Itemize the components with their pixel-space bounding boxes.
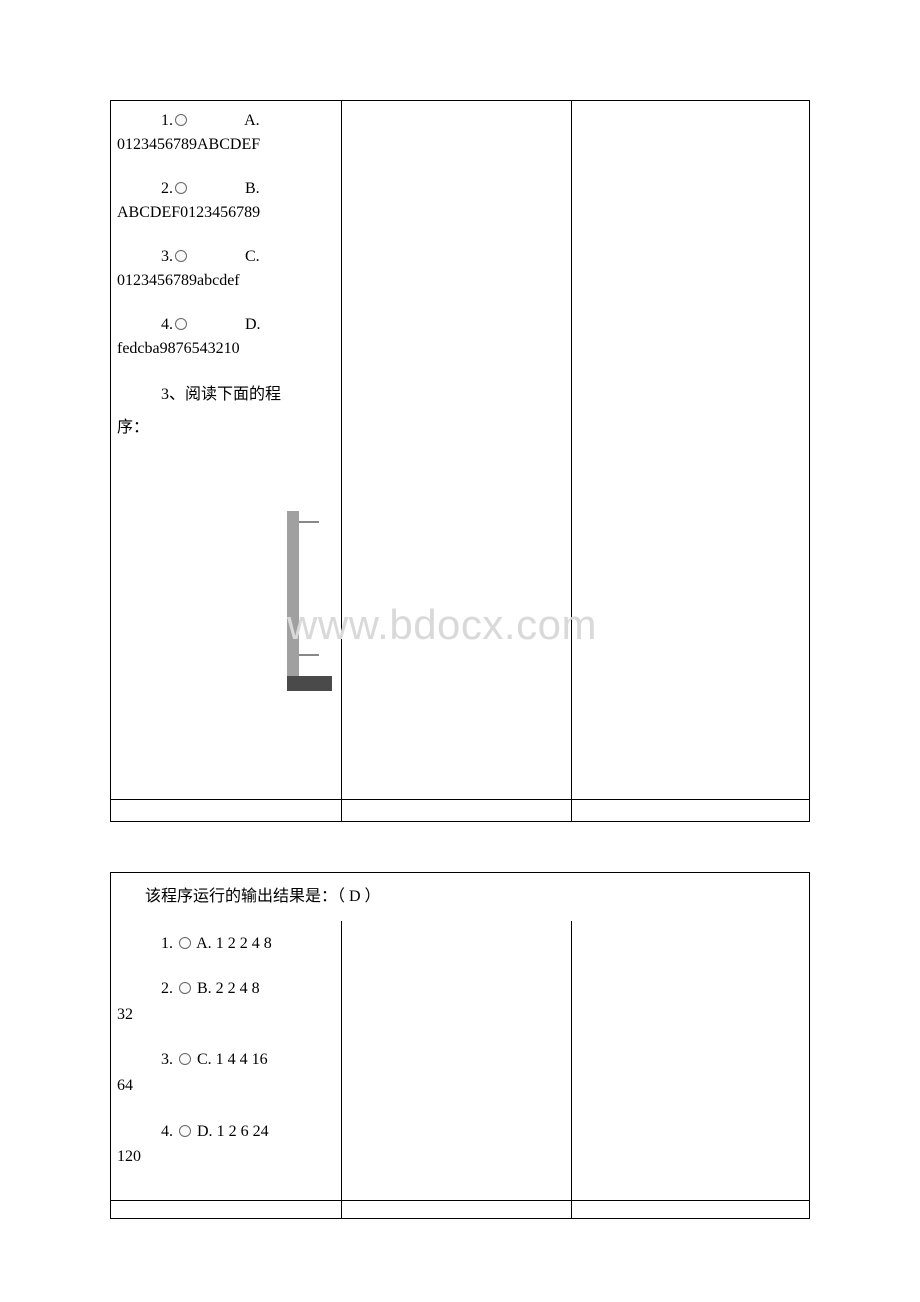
table2-cell-mid bbox=[341, 921, 572, 1201]
graphic-vertical-bar bbox=[287, 511, 299, 676]
option-value: ABCDEF0123456789 bbox=[117, 201, 335, 225]
table1-cell-mid bbox=[341, 101, 572, 800]
option-continuation: 64 bbox=[117, 1073, 335, 1099]
table2-row-result: 该程序运行的输出结果是：（ D ） bbox=[111, 873, 810, 921]
option-value: fedcba9876543210 bbox=[117, 337, 335, 361]
table2-cell-right bbox=[572, 921, 810, 1201]
option-letter-value: A. 1 2 2 4 8 bbox=[196, 935, 272, 952]
option-number: 4. bbox=[117, 313, 173, 337]
radio-icon[interactable] bbox=[179, 1053, 191, 1065]
option-number: 1. bbox=[117, 109, 173, 133]
radio-icon[interactable] bbox=[175, 318, 187, 330]
option-number: 3. bbox=[161, 1051, 173, 1068]
option-letter-value: B. 2 2 4 8 bbox=[197, 980, 260, 997]
option-letter-value: D. 1 2 6 24 bbox=[197, 1123, 269, 1140]
question3-line2: 序： bbox=[117, 414, 335, 441]
option-number: 1. bbox=[161, 935, 173, 952]
table1-row-content: 1. A. 0123456789ABCDEF 2. B. ABCDEF01234… bbox=[111, 101, 810, 800]
code-graphic-area: www.bdocx.com bbox=[117, 511, 335, 791]
question3-line1: 3、阅读下面的程 bbox=[117, 381, 335, 408]
table2-cell-options: 1. A. 1 2 2 4 8 2. B. 2 2 4 8 32 3. C. 1… bbox=[111, 921, 342, 1201]
option-block: 3. C. 1 4 4 16 64 bbox=[117, 1047, 335, 1098]
question-table-2: 该程序运行的输出结果是：（ D ） 1. A. 1 2 2 4 8 2. B. … bbox=[110, 872, 810, 1218]
table2-row-empty bbox=[111, 1200, 810, 1218]
option-letter: C. bbox=[189, 245, 260, 269]
option-value: 0123456789ABCDEF bbox=[117, 133, 335, 157]
radio-icon[interactable] bbox=[175, 114, 187, 126]
graphic-black-bar bbox=[287, 676, 332, 691]
question-table-1: 1. A. 0123456789ABCDEF 2. B. ABCDEF01234… bbox=[110, 100, 810, 822]
result-cell: 该程序运行的输出结果是：（ D ） bbox=[111, 873, 810, 921]
option-block: 2. B. ABCDEF0123456789 bbox=[117, 177, 335, 225]
table2-empty-cell bbox=[341, 1200, 572, 1218]
option-letter: D. bbox=[189, 313, 261, 337]
option-letter: A. bbox=[189, 109, 260, 133]
option-number: 4. bbox=[161, 1123, 173, 1140]
option-letter-value: C. 1 4 4 16 bbox=[197, 1051, 268, 1068]
radio-icon[interactable] bbox=[179, 937, 191, 949]
option-continuation: 120 bbox=[117, 1144, 335, 1170]
radio-icon[interactable] bbox=[175, 250, 187, 262]
option-block: 4. D. fedcba9876543210 bbox=[117, 313, 335, 361]
option-number: 3. bbox=[117, 245, 173, 269]
option-block: 4. D. 1 2 6 24 120 bbox=[117, 1119, 335, 1170]
option-continuation: 32 bbox=[117, 1002, 335, 1028]
table1-cell-options: 1. A. 0123456789ABCDEF 2. B. ABCDEF01234… bbox=[111, 101, 342, 800]
table2-row-options: 1. A. 1 2 2 4 8 2. B. 2 2 4 8 32 3. C. 1… bbox=[111, 921, 810, 1201]
option-number: 2. bbox=[161, 980, 173, 997]
table1-empty-cell bbox=[341, 800, 572, 822]
option-block: 1. A. 0123456789ABCDEF bbox=[117, 109, 335, 157]
option-number: 2. bbox=[117, 177, 173, 201]
watermark-text: www.bdocx.com bbox=[287, 601, 597, 649]
option-block: 1. A. 1 2 2 4 8 bbox=[117, 931, 335, 957]
radio-icon[interactable] bbox=[179, 1125, 191, 1137]
table1-cell-right bbox=[572, 101, 810, 800]
option-block: 2. B. 2 2 4 8 32 bbox=[117, 976, 335, 1027]
radio-icon[interactable] bbox=[175, 182, 187, 194]
table1-row-empty bbox=[111, 800, 810, 822]
option-value: 0123456789abcdef bbox=[117, 269, 335, 293]
table1-empty-cell bbox=[572, 800, 810, 822]
table2-empty-cell bbox=[111, 1200, 342, 1218]
option-letter: B. bbox=[189, 177, 260, 201]
table1-empty-cell bbox=[111, 800, 342, 822]
table2-empty-cell bbox=[572, 1200, 810, 1218]
radio-icon[interactable] bbox=[179, 982, 191, 994]
option-block: 3. C. 0123456789abcdef bbox=[117, 245, 335, 293]
result-text: 该程序运行的输出结果是：（ D ） bbox=[117, 883, 803, 910]
